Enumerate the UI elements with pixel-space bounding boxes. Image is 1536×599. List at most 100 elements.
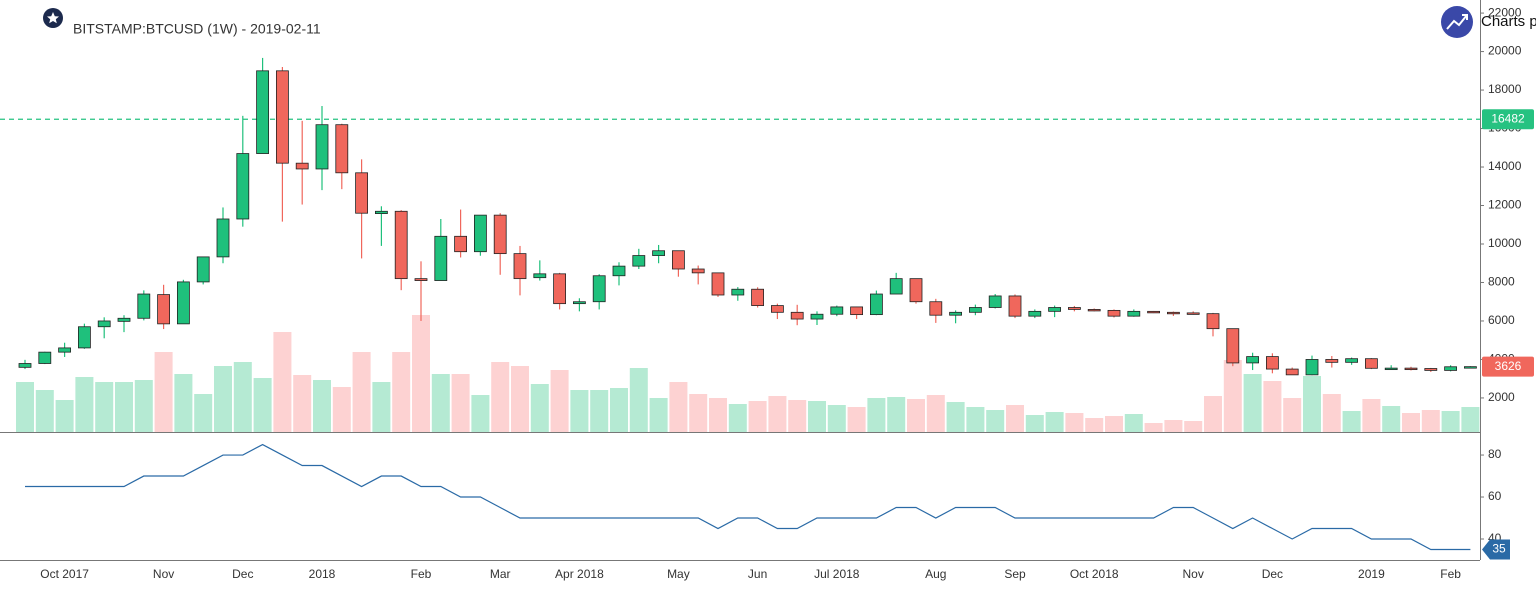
indicator-badge [1482, 539, 1510, 560]
brand-circle[interactable] [1441, 6, 1473, 38]
candle-body [1206, 313, 1220, 330]
x-tick-label: Dec [1262, 567, 1283, 581]
volume-bar [748, 401, 767, 432]
indicator-line [25, 443, 1471, 551]
candle-body [612, 265, 626, 277]
candle-body [909, 278, 923, 303]
indicator-tick-label: 60 [1488, 489, 1502, 503]
candle-body [731, 288, 745, 296]
volume-bar [946, 402, 965, 432]
candle-body [275, 70, 289, 164]
candle-body [454, 235, 468, 253]
volume-bar [847, 407, 866, 432]
candle-body [176, 281, 190, 325]
candle-body [830, 306, 844, 315]
candle-body [157, 294, 171, 325]
candle-body [790, 311, 804, 320]
volume-bar [55, 400, 74, 432]
price-line-badge [1482, 109, 1534, 130]
volume-bar [808, 401, 826, 432]
volume-bar [649, 398, 668, 432]
volume-bar [332, 387, 351, 432]
volume-bar [867, 398, 886, 432]
x-tick-label: Oct 2018 [1070, 567, 1119, 581]
volume-bar [115, 382, 133, 432]
volume-bar [293, 375, 312, 432]
candle-body [1186, 312, 1200, 315]
volume-bar [689, 394, 708, 432]
candle-body [1246, 356, 1259, 364]
volume-bar [1124, 414, 1143, 432]
volume-bar [75, 377, 94, 432]
candle-body [1424, 368, 1438, 371]
x-tick-label: Dec [232, 567, 253, 581]
volume-bar [1105, 416, 1123, 432]
indicator-label: 35 [1492, 542, 1506, 556]
candle-body [969, 307, 982, 313]
volume-bar [629, 368, 648, 432]
volume-bar [610, 388, 628, 432]
candle-body [97, 320, 111, 328]
volume-bar [313, 380, 331, 432]
candle-body [1365, 358, 1378, 369]
last-price-label: 3626 [1495, 359, 1522, 373]
x-tick-label: Apr 2018 [555, 567, 604, 581]
volume-bar [154, 352, 173, 432]
volume-bar [1461, 407, 1480, 432]
candle-body [870, 293, 883, 316]
brand-icon[interactable] [1441, 6, 1473, 38]
candle-body [652, 250, 665, 256]
volume-bar [1164, 420, 1183, 432]
volume-bar [827, 405, 846, 432]
price-line-label: 16482 [1491, 111, 1525, 125]
candle-body [355, 172, 369, 214]
candle-body [1325, 359, 1339, 363]
brand-text: Charts p [1481, 13, 1536, 30]
volume-bar [194, 394, 213, 432]
x-tick-label: Nov [153, 567, 174, 581]
x-tick-label: 2019 [1358, 567, 1385, 581]
volume-bar [372, 382, 391, 432]
candle-body [1305, 359, 1319, 376]
candle-body [850, 306, 863, 316]
volume-bar [511, 366, 529, 432]
x-tick-label: Jul 2018 [814, 567, 860, 581]
candle-body [374, 210, 388, 214]
indicator-tick-label: 80 [1488, 447, 1502, 461]
volume-bar [273, 332, 292, 432]
volume-bar [590, 390, 609, 432]
volume-bar [1223, 360, 1242, 432]
candle-body [493, 214, 507, 255]
y-tick-label: 6000 [1488, 313, 1515, 327]
volume-bar [35, 390, 54, 432]
candle-body [1404, 367, 1418, 371]
candle-body [394, 210, 408, 280]
candle-body [889, 278, 903, 295]
candle-body [553, 273, 566, 305]
candle-body [1127, 310, 1141, 317]
candle-body [1384, 367, 1398, 371]
y-tick-label: 20000 [1488, 44, 1522, 58]
candle-body [949, 311, 962, 316]
x-tick-label: Mar [490, 567, 511, 581]
candle-body [513, 253, 527, 280]
volume-bar [1362, 399, 1381, 432]
candle-body [236, 153, 250, 220]
volume-bar [491, 362, 510, 432]
candle-body [315, 124, 329, 170]
candle-body [473, 214, 487, 253]
volume-bar [728, 404, 747, 432]
volume-bar [1025, 415, 1044, 432]
candle-body [1028, 310, 1042, 317]
volume-bar [1263, 381, 1282, 432]
candle-body [137, 293, 151, 319]
brand-arrow [1446, 14, 1468, 30]
candle-body [58, 347, 71, 353]
x-tick-label: Jun [748, 567, 767, 581]
candle-body [196, 256, 210, 283]
volume-bar [352, 352, 371, 432]
candle-body [1048, 307, 1061, 312]
candle-body [810, 313, 824, 320]
